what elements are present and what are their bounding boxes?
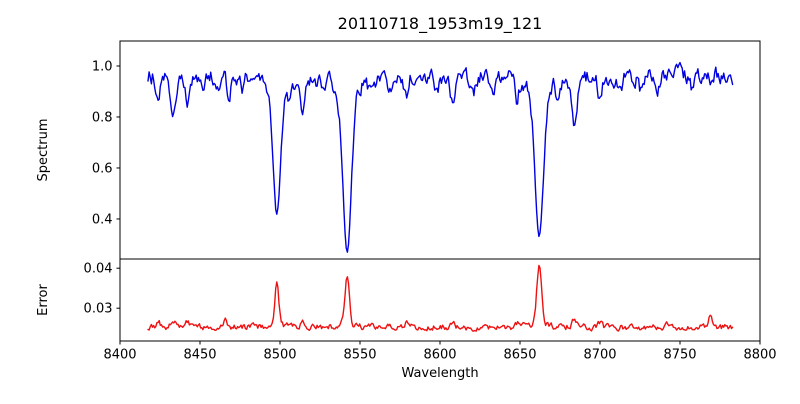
error-line [147, 264, 734, 332]
x-tick-label: 8500 [263, 348, 296, 363]
y-tick-label: 0.03 [84, 302, 113, 317]
y-tick-label: 1.0 [92, 59, 113, 74]
x-tick-label: 8750 [663, 348, 696, 363]
ylabel-spectrum: Spectrum [36, 119, 51, 182]
x-axis-ticks: 8400 8450 8500 8550 8600 8650 8700 8750 8800 [103, 341, 777, 363]
x-tick-label: 8800 [743, 348, 776, 363]
y-tick-label: 0.8 [92, 110, 113, 125]
x-tick-label: 8550 [343, 348, 376, 363]
chart-title: 20110718_1953m19_121 [338, 14, 543, 34]
y-tick-label: 0.4 [92, 212, 113, 227]
x-tick-label: 8650 [503, 348, 536, 363]
ylabel-error: Error [36, 284, 51, 316]
spectrum-y-axis-ticks: 0.4 0.6 0.8 1.0 [92, 59, 120, 227]
x-tick-label: 8400 [103, 348, 136, 363]
error-y-axis-ticks: 0.03 0.04 [84, 262, 120, 317]
x-tick-label: 8600 [423, 348, 456, 363]
spectrum-line [147, 61, 734, 253]
xlabel-wavelength: Wavelength [401, 366, 478, 381]
x-tick-label: 8700 [583, 348, 616, 363]
y-tick-label: 0.04 [84, 262, 113, 277]
x-tick-label: 8450 [183, 348, 216, 363]
y-tick-label: 0.6 [92, 161, 113, 176]
